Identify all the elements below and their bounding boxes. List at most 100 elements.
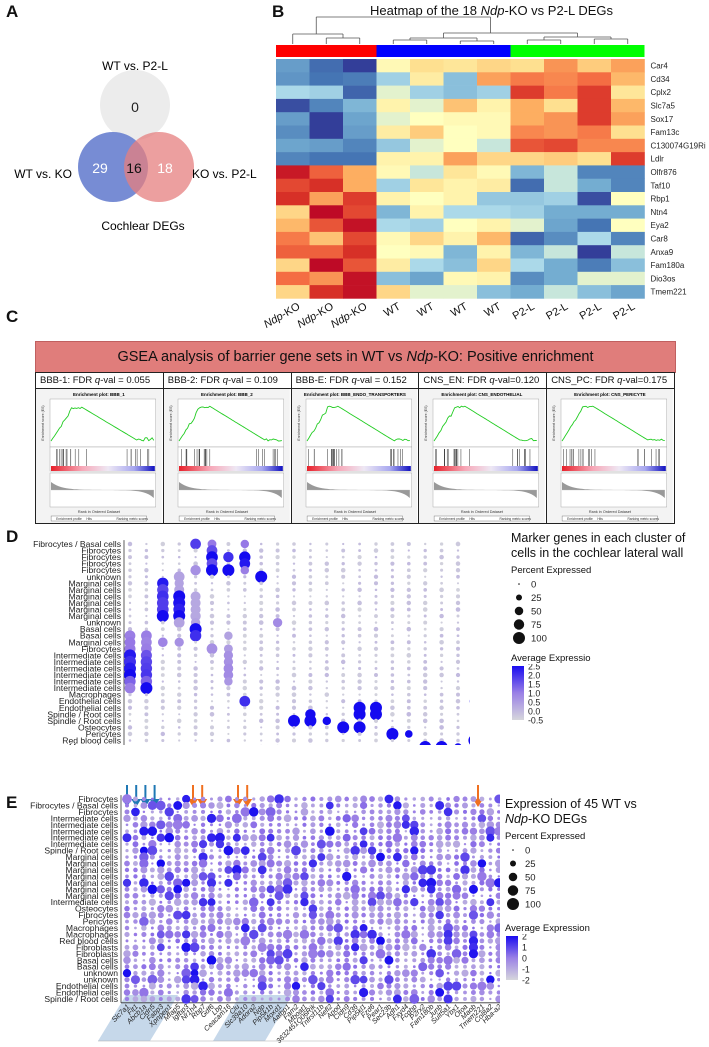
dotplot-dot xyxy=(445,816,451,821)
panel-d-label: D xyxy=(6,527,19,546)
dotplot-dot xyxy=(302,796,307,802)
heatmap-row-label: Fam180a xyxy=(651,261,685,270)
dotplot-dot xyxy=(142,842,146,846)
dotplot-dot xyxy=(327,874,332,879)
dotplot-dot xyxy=(361,835,366,841)
dotplot-dot xyxy=(133,855,138,859)
dotplot-dot xyxy=(193,548,198,553)
dotplot-dot xyxy=(454,868,459,872)
dotplot-dot xyxy=(127,541,133,547)
dotplot-dot xyxy=(358,621,361,624)
dotplot-dot xyxy=(344,829,349,834)
dotplot-dot xyxy=(403,835,408,840)
gsea-legend-box xyxy=(50,515,147,522)
dotplot-dot xyxy=(350,845,360,856)
dotplot-dot xyxy=(469,827,478,835)
dotplot-dot xyxy=(394,841,401,847)
dotplot-e-title-1: Expression of 45 WT vs xyxy=(505,797,637,811)
dotplot-dot xyxy=(327,809,333,815)
heatmap-cell xyxy=(276,205,310,219)
dotplot-dot xyxy=(479,803,485,808)
dotplot-dot xyxy=(342,693,345,696)
dotplot-dot xyxy=(497,965,500,969)
dotplot-dot xyxy=(308,679,313,684)
gsea-title-italic: Ndp xyxy=(406,349,434,365)
dotplot-dot xyxy=(369,944,375,950)
dotplot-dot xyxy=(497,887,500,892)
dotplot-dot xyxy=(358,581,362,585)
dotplot-dot xyxy=(439,705,444,710)
dotplot-dot xyxy=(386,912,392,918)
heatmap-cell xyxy=(611,165,645,179)
dotplot-e-title-post: -KO DEGs xyxy=(527,812,587,826)
dotplot-dot xyxy=(325,706,328,709)
dotplot-dot xyxy=(413,894,416,898)
dotplot-dot xyxy=(226,841,231,847)
dotplot-dot xyxy=(183,848,189,853)
dotplot-dot xyxy=(140,886,148,893)
dotplot-dot xyxy=(167,978,171,981)
dotplot-dot xyxy=(208,841,215,847)
dotplot-dot xyxy=(235,881,239,885)
heatmap-cell xyxy=(309,192,344,206)
dotplot-dot xyxy=(184,809,189,814)
heatmap-cell xyxy=(343,152,377,166)
dotplot-dot xyxy=(223,845,234,856)
dotplot-e-color-legend: 210-1-2 xyxy=(506,932,530,986)
dotplot-dot xyxy=(260,726,263,729)
heatmap-cell xyxy=(544,98,578,113)
dotplot-dot xyxy=(445,828,452,835)
dotplot-dot xyxy=(404,868,408,872)
dotplot-dot xyxy=(463,964,467,969)
dotplot-dot xyxy=(327,958,332,963)
dotplot-dot xyxy=(293,880,299,886)
dotplot-dot xyxy=(182,878,191,887)
heatmap-cell xyxy=(544,245,578,259)
dotplot-row-label: Intermediate cells xyxy=(54,683,121,693)
dotplot-dot xyxy=(149,867,155,873)
gsea-es-curve xyxy=(434,405,538,442)
heatmap-cell xyxy=(611,231,645,246)
dotplot-dot xyxy=(283,840,292,848)
dotplot-dot xyxy=(275,554,280,560)
dotplot-dot xyxy=(274,891,284,901)
dotplot-dot xyxy=(445,919,451,925)
heatmap-cell xyxy=(309,112,344,126)
dotplot-dot xyxy=(243,829,247,833)
dotplot-dot xyxy=(344,926,349,930)
dotplot-dot xyxy=(294,965,298,968)
dotplot-dot xyxy=(435,910,444,920)
dotplot-dot xyxy=(377,912,384,919)
heatmap-row-label: C130074G19Ri xyxy=(651,141,706,150)
dotplot-dot xyxy=(300,962,309,972)
dotplot-dot xyxy=(277,971,281,975)
dotplot-dot xyxy=(353,868,357,872)
dotplot-dot xyxy=(268,828,274,834)
dotplot-dot xyxy=(436,931,443,938)
dotplot-dot xyxy=(341,679,345,684)
dotplot-dot xyxy=(160,620,165,625)
dotplot-dot xyxy=(276,938,282,944)
dotplot-dot xyxy=(335,912,341,918)
dotplot-dot xyxy=(266,898,275,907)
dotplot-dot xyxy=(128,601,132,605)
heatmap-row-label: Anxa9 xyxy=(651,248,674,257)
heatmap-cell xyxy=(276,231,310,246)
dotplot-dot xyxy=(479,796,485,802)
heatmap-row-label: Ntn4 xyxy=(651,208,668,217)
dotplot-dot xyxy=(456,732,460,736)
heatmap-cell xyxy=(376,98,411,113)
dotplot-dot xyxy=(310,796,316,802)
dotplot-dot xyxy=(479,944,485,950)
dotplot-dot xyxy=(123,956,131,965)
heatmap-cell xyxy=(443,192,478,206)
dotplot-dot xyxy=(353,984,357,988)
dotplot-dot xyxy=(173,571,185,583)
dotplot-dot xyxy=(370,803,374,808)
dotplot-dot xyxy=(419,860,426,867)
dotplot-dot xyxy=(251,893,256,898)
dotplot-dot xyxy=(132,847,139,854)
dotplot-dot xyxy=(454,828,459,834)
dotplot-row-label: Basal cells xyxy=(77,955,118,965)
dotplot-dot xyxy=(210,971,213,975)
